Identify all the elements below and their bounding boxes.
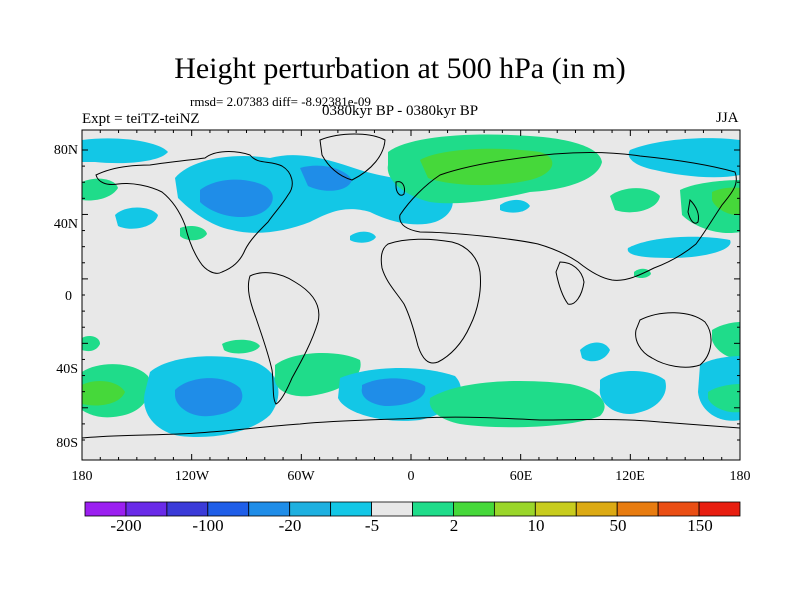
stats-label: rmsd= 2.07383 diff= -8.92381e-09 <box>190 94 371 109</box>
coastline-africa <box>380 238 481 364</box>
colorbar-box <box>616 501 659 517</box>
colorbar-box <box>330 501 372 517</box>
colorbar-box <box>412 501 454 517</box>
negative-anomaly-south-indian <box>580 342 610 362</box>
positive-core-far-east <box>712 187 740 216</box>
colorbar-box <box>657 501 700 517</box>
colorbar-label: -20 <box>278 516 302 535</box>
coastline-antarctica <box>82 416 740 439</box>
positive-anomaly-south-pacific-north <box>82 336 100 352</box>
colorbar-box <box>248 501 291 517</box>
colorbar-box <box>84 501 127 517</box>
axis-ticks <box>81 130 741 460</box>
colorbar-box <box>125 501 168 517</box>
colorbar-box <box>166 501 209 517</box>
negative-anomaly-siberia <box>628 138 740 178</box>
colorbar-box <box>698 501 741 517</box>
positive-anomaly-west-siberia <box>610 188 660 213</box>
lon-label-60e: 60E <box>510 469 533 484</box>
contour-fields <box>82 134 740 438</box>
colorbar-label: -5 <box>364 516 380 535</box>
map-title: Height perturbation at 500 hPa (in m) <box>174 52 626 85</box>
season-label: JJA <box>716 110 739 126</box>
colorbar-label: 10 <box>527 516 545 535</box>
negative-core-south-pacific <box>175 378 243 417</box>
experiment-label: Expt = teiTZ-teiNZ <box>82 111 200 127</box>
negative-anomaly-north-pacific <box>115 207 158 229</box>
lat-label-0: 0 <box>65 289 72 304</box>
positive-core-south-pacific-west <box>82 380 125 406</box>
negative-anomaly-arctic <box>82 138 168 164</box>
colorbar-label: 150 <box>687 516 713 535</box>
negative-anomaly-south-indian-core <box>599 371 666 414</box>
colorbar-box <box>453 501 495 517</box>
lat-label-40n: 40N <box>54 217 78 232</box>
coastline-europe-asia <box>399 151 737 281</box>
colorbar-box <box>289 501 332 517</box>
negative-anomaly-mid-atlantic <box>350 231 376 243</box>
lon-label-180e: 180 <box>730 469 751 484</box>
lon-label-60w: 60W <box>287 469 315 484</box>
colorbar-box <box>371 501 413 517</box>
positive-anomaly-indian-ocean <box>429 380 605 428</box>
lat-label-80s: 80S <box>56 436 78 451</box>
colorbar <box>84 501 741 517</box>
positive-anomaly-antarctic-edge <box>708 384 740 413</box>
colorbar-label: 2 <box>449 516 459 535</box>
lon-label-120w: 120W <box>175 469 210 484</box>
coastline-greenland <box>319 133 386 181</box>
lon-label-0: 0 <box>408 469 415 484</box>
colorbar-box <box>534 501 577 517</box>
lon-label-120e: 120E <box>615 469 645 484</box>
negative-core-south-atlantic <box>361 378 426 406</box>
positive-anomaly-north-pacific <box>180 226 207 241</box>
colorbar-box <box>493 501 536 517</box>
coastlines <box>82 133 740 439</box>
colorbar-label: 50 <box>609 516 627 535</box>
colorbar-box <box>207 501 250 517</box>
coastline-australia <box>635 312 712 368</box>
negative-core-north-america <box>200 179 273 218</box>
colorbar-label: -100 <box>192 516 224 535</box>
negative-anomaly-central-asia <box>500 199 530 213</box>
lat-label-80n: 80N <box>54 143 78 158</box>
lon-label-180w: 180 <box>72 469 93 484</box>
positive-anomaly-tasman <box>712 322 740 359</box>
positive-anomaly-south-america <box>274 353 361 397</box>
coastline-north-america <box>95 151 293 274</box>
negative-anomaly-east-asia <box>627 236 731 258</box>
colorbar-label: -200 <box>110 516 142 535</box>
lat-label-40s: 40S <box>56 362 78 377</box>
positive-anomaly-south-pacific-east <box>222 339 260 354</box>
negative-core-atlantic <box>300 165 352 191</box>
coastline-south-america <box>247 272 320 405</box>
period-label: 0380kyr BP - 0380kyr BP <box>322 103 479 119</box>
coastline-uk <box>395 181 405 196</box>
coastline-india <box>555 261 585 305</box>
colorbar-box <box>575 501 618 517</box>
coastline-japan <box>687 198 699 224</box>
